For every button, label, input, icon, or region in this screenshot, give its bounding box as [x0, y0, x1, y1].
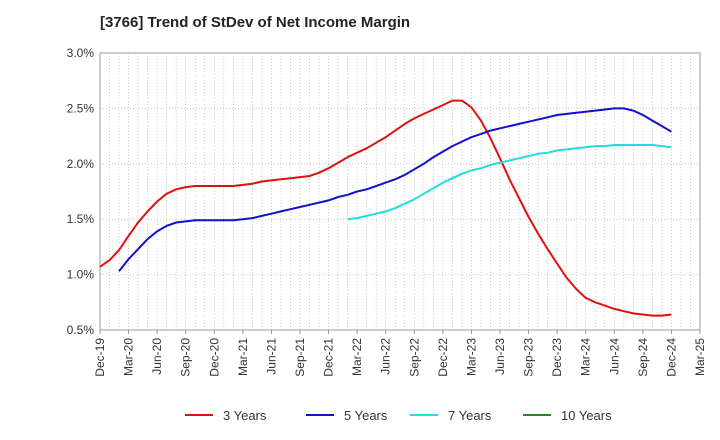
legend-label: 7 Years — [448, 408, 492, 423]
y-tick-label: 0.5% — [67, 323, 95, 337]
x-tick-label: Jun-21 — [264, 338, 278, 375]
x-tick-label: Dec-24 — [664, 338, 678, 377]
plot-area — [99, 52, 701, 331]
legend-label: 3 Years — [223, 408, 267, 423]
x-tick-label: Dec-21 — [322, 338, 336, 377]
x-tick-label: Mar-20 — [122, 338, 136, 376]
x-tick-label: Mar-23 — [464, 338, 478, 376]
chart-title: [3766] Trend of StDev of Net Income Marg… — [100, 14, 411, 31]
x-tick-label: Mar-24 — [579, 338, 593, 376]
x-tick-label: Sep-22 — [407, 338, 421, 377]
x-tick-label: Jun-20 — [150, 338, 164, 375]
x-tick-label: Jun-23 — [493, 338, 507, 375]
x-tick-label: Sep-23 — [522, 338, 536, 377]
x-tick-label: Dec-23 — [550, 338, 564, 377]
series-line-5-years — [118, 107, 672, 272]
x-tick-label: Mar-22 — [350, 338, 364, 376]
x-tick-label: Mar-25 — [693, 338, 707, 376]
grid — [100, 52, 700, 331]
x-tick-label: Sep-21 — [293, 338, 307, 377]
x-tick-label: Mar-21 — [236, 338, 250, 376]
y-tick-label: 1.0% — [67, 268, 95, 282]
series-line-7-years — [347, 144, 672, 221]
x-axis-ticks: Dec-19 Mar-20 Jun-20 Sep-20 Dec-20 Mar-21 Jun-… — [93, 330, 707, 377]
y-tick-label: 2.0% — [67, 157, 95, 171]
y-axis-ticks: 0.5% 1.0% 1.5% 2.0% 2.5% 3.0% — [67, 46, 95, 337]
legend: 3 Years 5 Years 7 Years 10 Years — [185, 408, 612, 423]
y-tick-label: 3.0% — [67, 46, 95, 60]
y-tick-label: 1.5% — [67, 212, 95, 226]
x-tick-label: Dec-22 — [436, 338, 450, 377]
x-tick-label: Jun-22 — [379, 338, 393, 375]
legend-label: 5 Years — [344, 408, 388, 423]
series-line-3-years — [99, 99, 672, 317]
y-tick-label: 2.5% — [67, 101, 95, 115]
series-lines — [99, 99, 672, 317]
x-tick-label: Dec-20 — [207, 338, 221, 377]
x-tick-label: Sep-24 — [636, 338, 650, 377]
x-tick-label: Dec-19 — [93, 338, 107, 377]
x-tick-label: Sep-20 — [179, 338, 193, 377]
x-tick-label: Jun-24 — [607, 338, 621, 375]
legend-label: 10 Years — [561, 408, 612, 423]
